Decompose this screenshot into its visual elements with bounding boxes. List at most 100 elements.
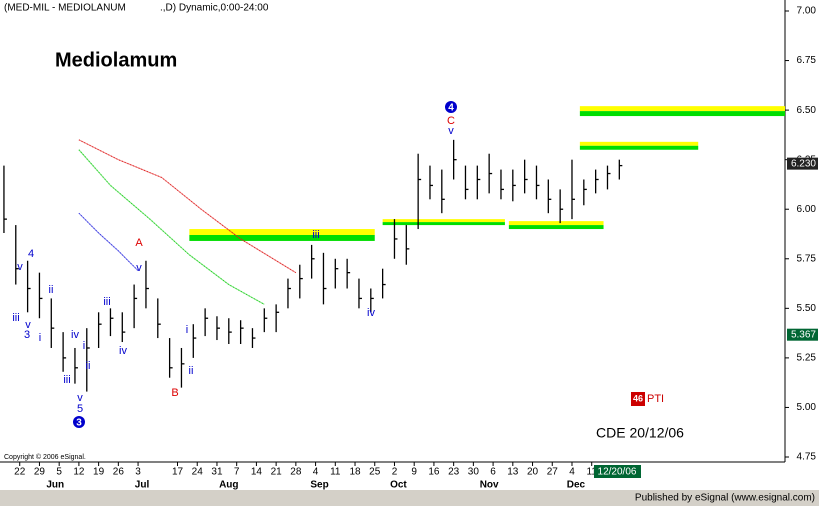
month-label: Jun	[46, 480, 64, 491]
month-label: Nov	[480, 480, 499, 491]
wave-marker-circle	[445, 101, 457, 113]
indicator-line	[78, 139, 297, 274]
x-tick-label: 20	[527, 467, 539, 478]
x-tick-label: 5	[56, 467, 62, 478]
footer-bar	[0, 490, 819, 506]
x-tick-label: 17	[172, 467, 184, 478]
interval: .,D) Dynamic,0:00-24:00	[160, 3, 269, 14]
wave-label: B	[171, 387, 178, 399]
wave-label: A	[135, 237, 143, 249]
zone-top	[508, 221, 604, 226]
zone-bottom	[508, 225, 604, 230]
y-tick-label: 4.75	[797, 452, 817, 463]
x-tick-label: 3	[135, 467, 141, 478]
month-label: Sep	[310, 480, 328, 491]
x-tick-label: 2	[392, 467, 398, 478]
note: CDE 20/12/06	[596, 425, 684, 441]
month-label: Oct	[390, 480, 407, 491]
zone-bottom	[579, 145, 699, 150]
x-tick-label: 6	[490, 467, 496, 478]
x-tick-label: 30	[468, 467, 480, 478]
price-flag-label: 6.230	[791, 158, 816, 169]
wave-label: v	[77, 392, 83, 404]
x-tick-label: 12	[73, 467, 85, 478]
x-tick-label: 26	[113, 467, 125, 478]
x-tick-label: 16	[428, 467, 440, 478]
price-flag	[787, 157, 818, 170]
wave-label: v	[25, 319, 31, 331]
wave-label: 3	[24, 329, 30, 341]
date-box: 12/20/06	[598, 467, 637, 478]
y-tick-label: 5.50	[797, 303, 817, 314]
indicator-line	[78, 149, 265, 305]
date-box-bg	[594, 465, 641, 478]
chart-title: Mediolamum	[55, 49, 177, 71]
wave-label: ii	[189, 365, 194, 377]
wave-label: i	[39, 332, 41, 344]
pti-label: PTI	[647, 393, 664, 405]
y-tick-label: 5.75	[797, 253, 817, 264]
price-flag-label: 5.367	[791, 329, 816, 340]
month-label: Aug	[219, 480, 238, 491]
wave-label: C	[447, 115, 455, 127]
x-tick-label: 23	[448, 467, 460, 478]
x-tick-label: 22	[14, 467, 26, 478]
zone-top	[382, 219, 505, 223]
indicator-line	[78, 212, 139, 272]
x-tick-label: 27	[547, 467, 559, 478]
footer: Published by eSignal (www.esignal.com)	[635, 493, 815, 504]
x-tick-label: 28	[290, 467, 302, 478]
wave-label: ii	[49, 284, 54, 296]
price-flag	[787, 328, 818, 341]
wave-label: iii	[63, 374, 70, 386]
wave-label: i	[83, 340, 85, 352]
x-tick-label: 29	[34, 467, 46, 478]
wave-marker: 4	[448, 103, 454, 114]
wave-label: v	[136, 262, 142, 274]
y-tick-label: 6.50	[797, 105, 817, 116]
wave-label: 4	[28, 248, 34, 260]
pti-count: 46	[633, 393, 643, 403]
y-tick-label: 6.00	[797, 204, 817, 215]
wave-label: iv	[119, 345, 127, 357]
x-tick-label: 7	[234, 467, 240, 478]
pti-box	[631, 392, 645, 406]
y-tick-label: 6.75	[797, 55, 817, 66]
x-tick-label: 4	[313, 467, 319, 478]
zone-bottom	[579, 111, 785, 117]
zone-top	[579, 106, 785, 112]
x-tick-label: 24	[192, 467, 204, 478]
x-tick-label: 19	[93, 467, 105, 478]
wave-label: v	[448, 125, 454, 137]
x-tick-label: 21	[271, 467, 283, 478]
x-tick-label: 14	[251, 467, 263, 478]
wave-label: iii	[103, 296, 110, 308]
symbol: (MED-MIL - MEDIOLANUM	[4, 3, 126, 14]
wave-label: v	[17, 261, 23, 273]
month-label: Jul	[135, 480, 150, 491]
x-tick-label: 11	[330, 467, 341, 478]
y-tick-label: 7.00	[797, 6, 817, 17]
x-tick-label: 9	[411, 467, 417, 478]
wave-label: 5	[77, 403, 83, 415]
wave-label: iii	[12, 312, 19, 324]
wave-marker-circle	[73, 416, 85, 428]
wave-label: ii	[86, 360, 91, 372]
x-tick-label: 11	[587, 467, 598, 478]
wave-label: i	[186, 324, 188, 336]
y-tick-label: 5.25	[797, 353, 817, 364]
x-tick-label: 31	[211, 467, 223, 478]
wave-label: iii	[312, 229, 319, 241]
wave-marker: 3	[76, 418, 82, 429]
x-tick-label: 25	[369, 467, 381, 478]
month-label: Dec	[567, 480, 586, 491]
wave-label: iv	[367, 307, 375, 319]
zone-bottom	[189, 234, 375, 241]
x-tick-label: 4	[569, 467, 575, 478]
x-tick-label: 18	[349, 467, 361, 478]
copyright: Copyright © 2006 eSignal.	[4, 453, 86, 461]
zone-top	[579, 141, 699, 146]
y-tick-label: 5.00	[797, 402, 817, 413]
